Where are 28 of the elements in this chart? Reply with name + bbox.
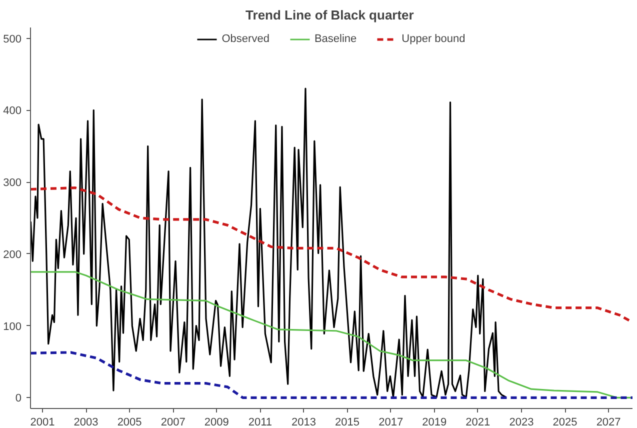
- line-series: [30, 88, 506, 398]
- x-tick-label: 2001: [30, 416, 55, 428]
- x-tick-label: 2013: [292, 416, 316, 428]
- legend-label: Upper bound: [402, 33, 466, 45]
- x-tick-label: 2017: [378, 416, 404, 428]
- y-tick-label: 400: [3, 105, 22, 118]
- x-tick-label: 2007: [160, 416, 186, 428]
- legend-label: Baseline: [314, 33, 357, 45]
- x-tick-label: 2027: [596, 416, 621, 428]
- x-tick-label: 2003: [74, 416, 98, 428]
- x-tick-label: 2009: [204, 416, 229, 428]
- y-tick-label: 500: [3, 33, 22, 46]
- y-tick-label: 200: [3, 248, 22, 261]
- x-tick-label: 2023: [509, 416, 534, 428]
- legend-label: Observed: [222, 33, 270, 45]
- x-tick-label: 2005: [117, 416, 142, 428]
- x-tick-label: 2015: [335, 416, 360, 428]
- y-tick-label: 300: [3, 177, 22, 190]
- x-tick-label: 2011: [248, 416, 272, 428]
- line-series: [30, 271, 632, 399]
- x-tick-label: 2025: [552, 416, 578, 428]
- x-tick-label: 2021: [466, 416, 490, 428]
- y-tick-label: 0: [15, 392, 22, 405]
- line-series: [30, 186, 632, 324]
- chart-title: Trend Line of Black quarter: [246, 8, 414, 22]
- y-tick-label: 100: [3, 320, 22, 333]
- x-tick-label: 2019: [422, 416, 447, 428]
- line-series: [30, 351, 632, 400]
